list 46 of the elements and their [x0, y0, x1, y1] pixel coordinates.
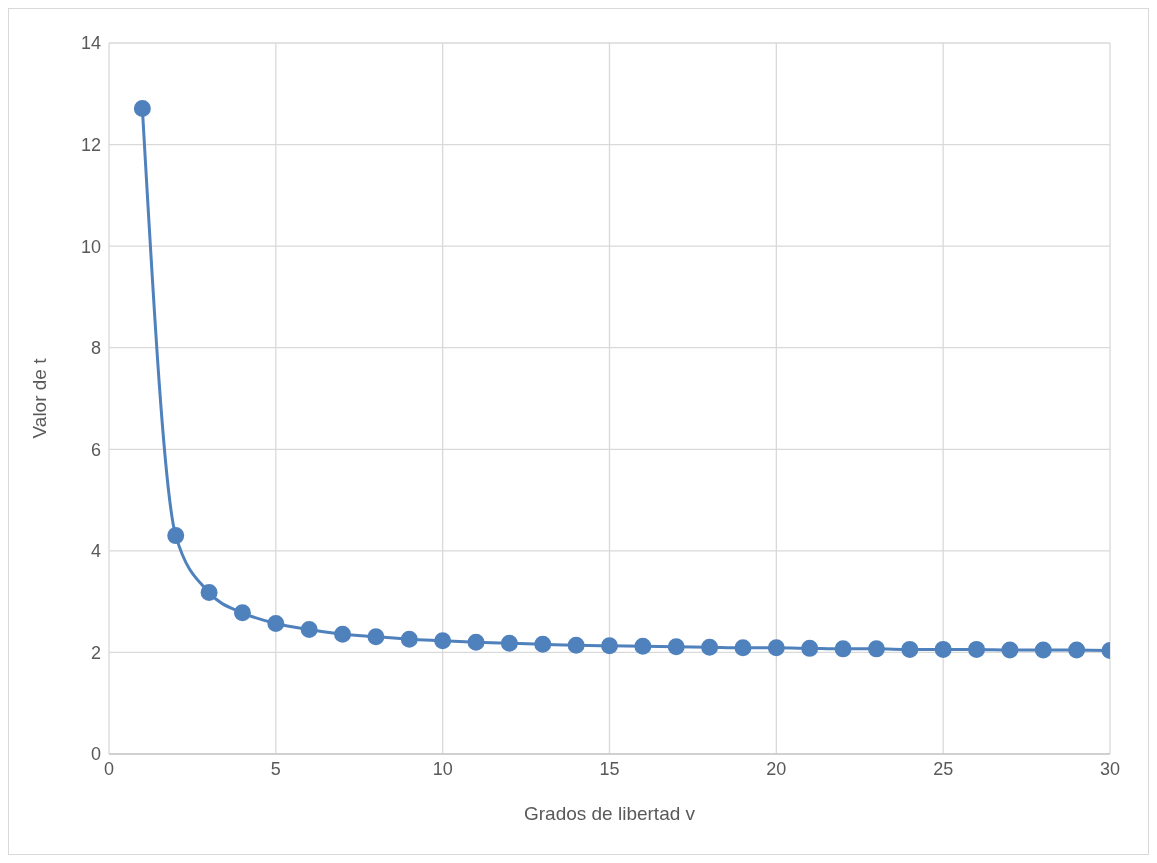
y-tick-label: 12	[80, 134, 101, 155]
x-axis-title: Grados de libertad v	[523, 803, 696, 824]
y-tick-label: 0	[90, 744, 101, 765]
point	[367, 628, 385, 646]
y-tick-label: 10	[80, 236, 101, 257]
point	[233, 604, 251, 622]
x-tick-label: 0	[103, 758, 115, 779]
point	[734, 639, 752, 657]
point	[867, 640, 885, 658]
point	[133, 100, 151, 118]
x-tick-label: 5	[270, 758, 281, 779]
x-tick-label: 30	[1099, 758, 1121, 779]
point	[1034, 641, 1052, 659]
point	[334, 625, 352, 643]
point	[767, 639, 785, 657]
x-tick-label: 15	[599, 758, 620, 779]
point	[801, 639, 819, 657]
point	[400, 630, 418, 648]
point	[500, 634, 518, 652]
point	[534, 635, 552, 653]
x-tick-label: 20	[766, 758, 787, 779]
point	[200, 584, 218, 601]
x-tick-label: 10	[432, 758, 453, 779]
point	[567, 636, 585, 654]
y-tick-label: 4	[90, 541, 101, 562]
point	[701, 638, 719, 656]
point	[934, 640, 952, 658]
point	[267, 614, 285, 632]
y-tick-label: 6	[90, 439, 101, 460]
point	[634, 637, 652, 655]
point	[667, 638, 685, 656]
y-tick-label: 8	[90, 338, 101, 359]
y-axis-title: Valor de t	[28, 357, 50, 439]
y-tick-label: 14	[80, 33, 101, 54]
point	[434, 632, 452, 650]
point	[467, 633, 485, 651]
point	[1068, 641, 1086, 659]
x-tick-label: 25	[933, 758, 954, 779]
point	[834, 640, 852, 658]
point	[901, 640, 919, 658]
point	[300, 621, 318, 639]
point	[1001, 641, 1019, 659]
point	[167, 527, 185, 545]
point	[601, 637, 618, 655]
y-tick-label: 2	[90, 642, 101, 663]
point	[968, 640, 986, 658]
